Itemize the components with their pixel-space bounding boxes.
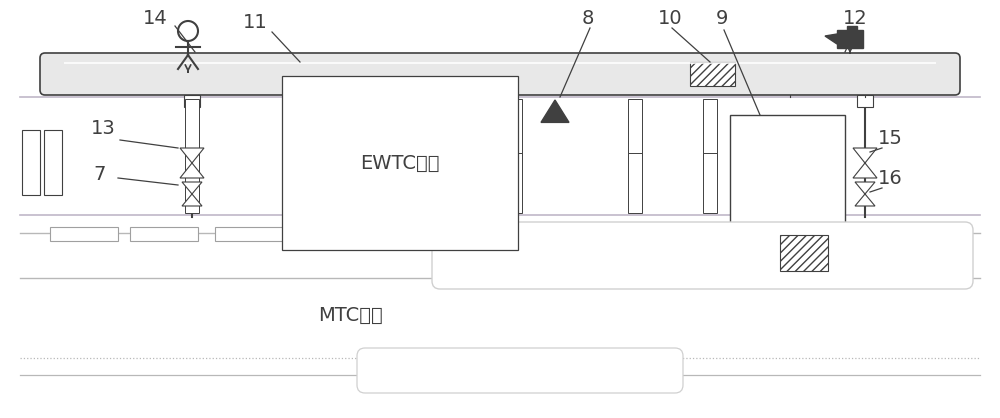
Bar xyxy=(22,130,40,195)
FancyBboxPatch shape xyxy=(432,222,973,289)
Polygon shape xyxy=(825,34,837,44)
Bar xyxy=(703,99,717,159)
Polygon shape xyxy=(180,163,204,178)
Polygon shape xyxy=(180,148,204,163)
Polygon shape xyxy=(853,163,877,178)
Bar xyxy=(360,227,428,241)
Bar xyxy=(408,153,422,213)
FancyBboxPatch shape xyxy=(40,53,960,95)
FancyBboxPatch shape xyxy=(357,348,683,393)
Bar xyxy=(185,99,199,159)
Bar xyxy=(628,153,642,213)
Bar xyxy=(130,227,198,241)
Text: 7: 7 xyxy=(94,166,106,184)
Polygon shape xyxy=(853,148,877,163)
Bar xyxy=(847,26,857,32)
Text: 10: 10 xyxy=(658,8,682,28)
Bar xyxy=(408,99,422,159)
Bar xyxy=(628,99,642,159)
Text: 15: 15 xyxy=(878,128,902,148)
Bar xyxy=(690,62,735,86)
Text: 13: 13 xyxy=(91,118,115,138)
Bar xyxy=(185,153,199,213)
Bar xyxy=(293,99,307,159)
Bar xyxy=(730,115,845,230)
Polygon shape xyxy=(855,194,875,206)
Polygon shape xyxy=(541,100,569,122)
Bar xyxy=(703,153,717,213)
Text: 16: 16 xyxy=(878,168,902,188)
Bar xyxy=(293,153,307,213)
Text: 8: 8 xyxy=(582,8,594,28)
Bar xyxy=(295,227,363,241)
Polygon shape xyxy=(855,182,875,194)
Polygon shape xyxy=(837,30,863,48)
Text: 12: 12 xyxy=(843,8,867,28)
Text: MTC车道: MTC车道 xyxy=(318,306,382,324)
Polygon shape xyxy=(182,194,202,206)
Bar xyxy=(44,130,62,195)
Text: 9: 9 xyxy=(716,8,728,28)
Bar xyxy=(184,95,200,107)
Bar xyxy=(857,95,873,107)
Polygon shape xyxy=(182,182,202,194)
Bar xyxy=(508,99,522,159)
Bar xyxy=(215,227,283,241)
Text: 14: 14 xyxy=(143,8,167,28)
Bar xyxy=(508,153,522,213)
Text: EWTC车道: EWTC车道 xyxy=(360,153,440,173)
Text: 11: 11 xyxy=(243,13,267,31)
Bar xyxy=(50,227,118,241)
Bar xyxy=(780,235,828,271)
